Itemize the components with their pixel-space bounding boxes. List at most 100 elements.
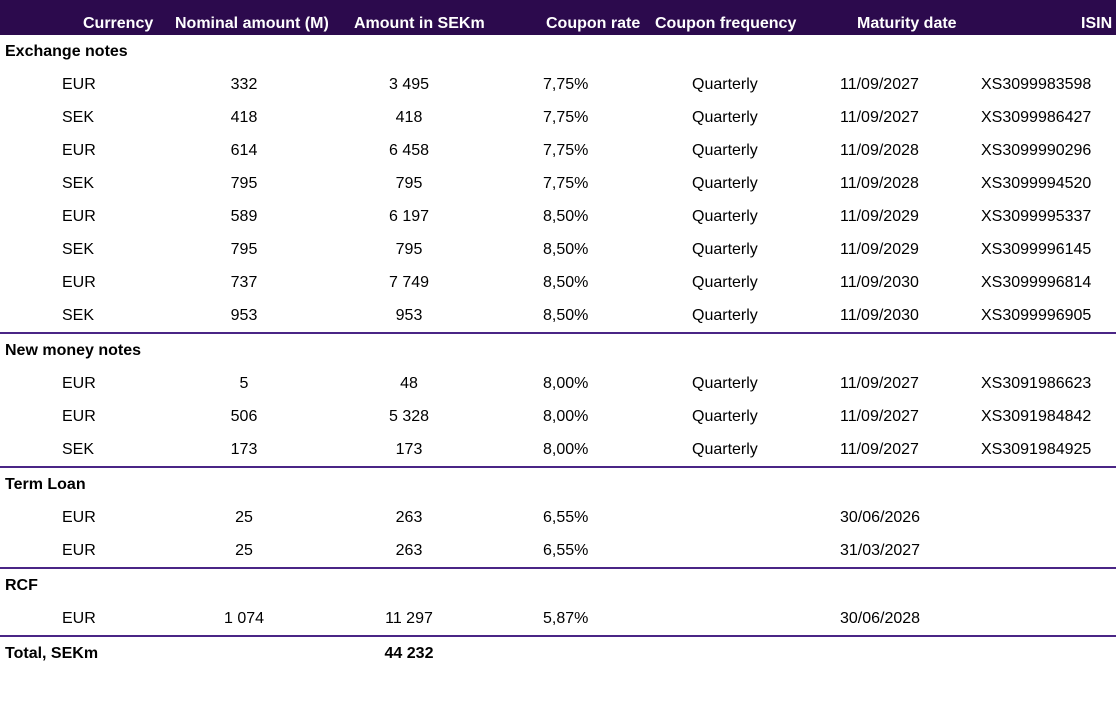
total-row: Total, SEKm 44 232 bbox=[0, 637, 1116, 670]
cell-maturity: 30/06/2026 bbox=[840, 509, 921, 526]
cell-maturity: 11/09/2029 bbox=[840, 208, 919, 225]
cell-isin: XS3099983598 bbox=[981, 76, 1092, 93]
cell-frequency: Quarterly bbox=[692, 375, 758, 392]
cell-nominal: 5 bbox=[239, 375, 249, 392]
header-coupon-frequency: Coupon frequency bbox=[655, 15, 797, 32]
header-isin: ISIN bbox=[1081, 15, 1113, 32]
cell-frequency: Quarterly bbox=[692, 274, 758, 291]
cell-amount-sek: 6 197 bbox=[388, 208, 430, 225]
cell-maturity: 11/09/2027 bbox=[840, 408, 919, 425]
cell-coupon-rate: 7,75% bbox=[543, 142, 589, 159]
debt-table: Currency Nominal amount (M) Amount in SE… bbox=[0, 0, 1116, 670]
cell-maturity: 30/06/2028 bbox=[840, 610, 921, 627]
cell-nominal: 418 bbox=[230, 109, 258, 126]
cell-isin: XS3099996145 bbox=[981, 241, 1092, 258]
cell-currency: SEK bbox=[62, 307, 95, 324]
cell-coupon-rate: 6,55% bbox=[543, 509, 589, 526]
cell-frequency: Quarterly bbox=[692, 307, 758, 324]
cell-amount-sek: 7 749 bbox=[388, 274, 430, 291]
cell-isin: XS3099996814 bbox=[981, 274, 1092, 291]
table-row: SEK 795 795 7,75% Quarterly 11/09/2028 XS30999… bbox=[0, 167, 1116, 200]
cell-nominal: 1 074 bbox=[223, 610, 265, 627]
table-row: EUR 589 6 197 8,50% Quarterly 11/09/2029 XS309… bbox=[0, 200, 1116, 233]
cell-nominal: 506 bbox=[230, 408, 258, 425]
cell-coupon-rate: 5,87% bbox=[543, 610, 589, 627]
cell-nominal: 332 bbox=[230, 76, 258, 93]
cell-isin: XS3099996905 bbox=[981, 307, 1092, 324]
section-divider bbox=[0, 635, 1116, 637]
cell-nominal: 173 bbox=[230, 441, 258, 458]
table-row: EUR 25 263 6,55% 30/06/2026 bbox=[0, 501, 1116, 534]
cell-currency: EUR bbox=[62, 76, 96, 93]
cell-nominal: 614 bbox=[230, 142, 258, 159]
table-row: EUR 332 3 495 7,75% Quarterly 11/09/2027 XS309… bbox=[0, 68, 1116, 101]
cell-maturity: 11/09/2030 bbox=[840, 274, 919, 291]
cell-nominal: 737 bbox=[230, 274, 258, 291]
cell-isin: XS3099986427 bbox=[981, 109, 1092, 126]
cell-amount-sek: 795 bbox=[395, 241, 423, 258]
cell-isin: XS3091984925 bbox=[981, 441, 1092, 458]
cell-currency: EUR bbox=[62, 208, 96, 225]
table-row: SEK 173 173 8,00% Quarterly 11/09/2027 XS30919… bbox=[0, 433, 1116, 466]
total-amount-sek: 44 232 bbox=[384, 645, 434, 662]
cell-amount-sek: 11 297 bbox=[385, 610, 433, 627]
cell-currency: EUR bbox=[62, 509, 96, 526]
cell-nominal: 795 bbox=[230, 175, 258, 192]
cell-currency: EUR bbox=[62, 274, 96, 291]
table-row: EUR 506 5 328 8,00% Quarterly 11/09/2027 XS309… bbox=[0, 400, 1116, 433]
cell-coupon-rate: 7,75% bbox=[543, 175, 589, 192]
section-title: New money notes bbox=[5, 342, 142, 359]
cell-currency: SEK bbox=[62, 175, 95, 192]
table-row: EUR 737 7 749 8,50% Quarterly 11/09/2030 XS309… bbox=[0, 266, 1116, 299]
cell-isin: XS3099995337 bbox=[981, 208, 1092, 225]
header-maturity: Maturity date bbox=[857, 15, 957, 32]
table-body: Exchange notes EUR 332 3 495 7,75% Quarterly 1… bbox=[0, 35, 1116, 637]
cell-nominal: 795 bbox=[230, 241, 258, 258]
cell-coupon-rate: 8,00% bbox=[543, 408, 589, 425]
table-row: EUR 25 263 6,55% 31/03/2027 bbox=[0, 534, 1116, 567]
cell-frequency: Quarterly bbox=[692, 441, 758, 458]
cell-amount-sek: 263 bbox=[395, 542, 423, 559]
cell-coupon-rate: 8,50% bbox=[543, 208, 589, 225]
cell-coupon-rate: 7,75% bbox=[543, 76, 589, 93]
cell-maturity: 11/09/2027 bbox=[840, 76, 919, 93]
cell-currency: EUR bbox=[62, 375, 96, 392]
section-title: Term Loan bbox=[5, 476, 86, 493]
cell-currency: EUR bbox=[62, 408, 96, 425]
cell-currency: EUR bbox=[62, 542, 96, 559]
table-row: SEK 795 795 8,50% Quarterly 11/09/2029 XS30999… bbox=[0, 233, 1116, 266]
cell-maturity: 11/09/2027 bbox=[840, 109, 919, 126]
section-header: Exchange notes bbox=[0, 35, 1116, 68]
cell-amount-sek: 953 bbox=[395, 307, 423, 324]
cell-amount-sek: 263 bbox=[395, 509, 423, 526]
cell-nominal: 25 bbox=[235, 542, 253, 559]
cell-maturity: 11/09/2027 bbox=[840, 441, 919, 458]
cell-isin: XS3099990296 bbox=[981, 142, 1092, 159]
cell-maturity: 11/09/2028 bbox=[840, 142, 919, 159]
cell-amount-sek: 48 bbox=[400, 375, 418, 392]
cell-coupon-rate: 8,50% bbox=[543, 241, 589, 258]
table-row: EUR 614 6 458 7,75% Quarterly 11/09/2028 XS309… bbox=[0, 134, 1116, 167]
cell-isin: XS3091984842 bbox=[981, 408, 1092, 425]
section-divider bbox=[0, 567, 1116, 569]
cell-amount-sek: 173 bbox=[395, 441, 423, 458]
table-row: SEK 953 953 8,50% Quarterly 11/09/2030 XS30999… bbox=[0, 299, 1116, 332]
cell-maturity: 11/09/2029 bbox=[840, 241, 919, 258]
cell-coupon-rate: 8,00% bbox=[543, 441, 589, 458]
section-header: RCF bbox=[0, 569, 1116, 602]
cell-frequency: Quarterly bbox=[692, 408, 758, 425]
cell-coupon-rate: 7,75% bbox=[543, 109, 589, 126]
cell-nominal: 25 bbox=[235, 509, 253, 526]
cell-amount-sek: 5 328 bbox=[388, 408, 430, 425]
cell-currency: SEK bbox=[62, 441, 95, 458]
header-coupon-rate: Coupon rate bbox=[546, 15, 641, 32]
cell-maturity: 31/03/2027 bbox=[840, 542, 921, 559]
cell-isin: XS3091986623 bbox=[981, 375, 1092, 392]
cell-frequency: Quarterly bbox=[692, 76, 758, 93]
cell-currency: SEK bbox=[62, 241, 95, 258]
total-label: Total, SEKm bbox=[5, 645, 99, 662]
table-header: Currency Nominal amount (M) Amount in SE… bbox=[0, 0, 1116, 35]
cell-coupon-rate: 6,55% bbox=[543, 542, 589, 559]
cell-currency: EUR bbox=[62, 142, 96, 159]
section-divider bbox=[0, 332, 1116, 334]
